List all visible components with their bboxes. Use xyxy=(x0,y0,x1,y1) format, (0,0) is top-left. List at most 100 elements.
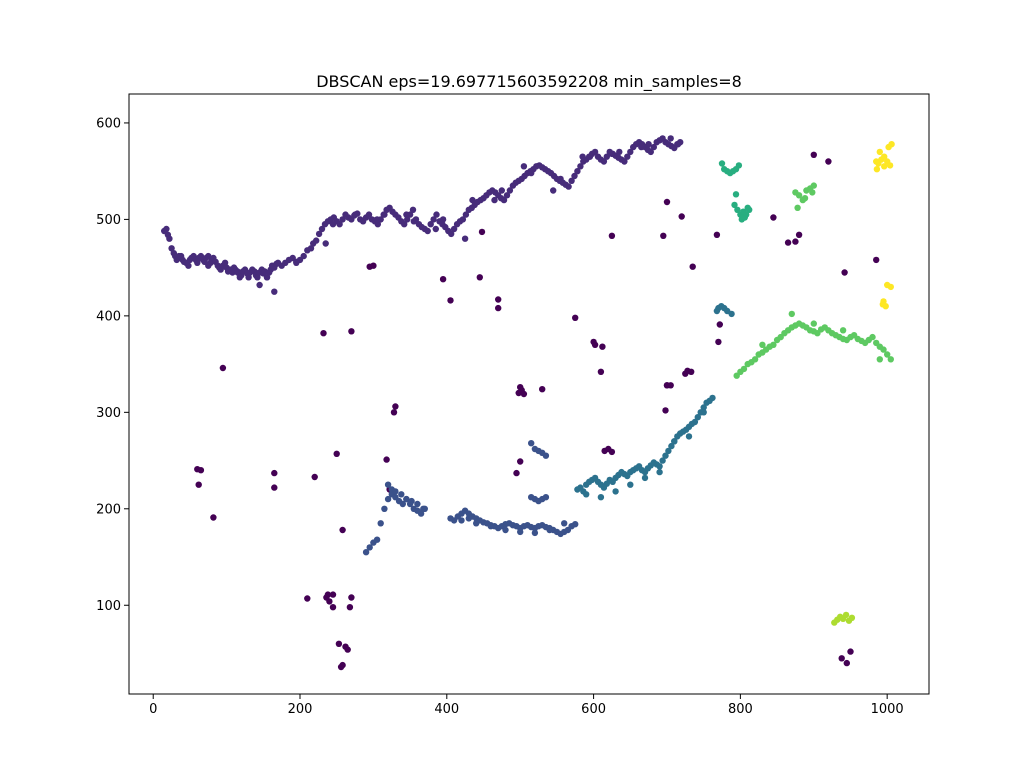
point-c0 xyxy=(234,268,240,274)
y-tick-label: 500 xyxy=(96,213,121,228)
axes-layer: 0 200 400 600 800 1000100200300400500600 xyxy=(96,116,904,717)
point-c0 xyxy=(411,218,417,224)
points-layer xyxy=(161,135,895,670)
point-c0 xyxy=(587,154,593,160)
point-c5 xyxy=(811,182,817,188)
point-noise xyxy=(609,449,615,455)
point-noise xyxy=(370,263,376,269)
point-noise xyxy=(330,604,336,610)
point-noise xyxy=(598,369,604,375)
point-c1 xyxy=(543,453,549,459)
point-noise xyxy=(662,407,668,413)
point-c0 xyxy=(433,226,439,232)
point-c7 xyxy=(888,141,894,147)
point-c0 xyxy=(550,187,556,193)
point-c1 xyxy=(378,520,384,526)
point-c1 xyxy=(561,520,567,526)
point-noise xyxy=(198,467,204,473)
point-c5 xyxy=(888,356,894,362)
point-c0 xyxy=(616,149,622,155)
point-c7 xyxy=(888,284,894,290)
point-c0 xyxy=(668,135,674,141)
point-noise xyxy=(196,482,202,488)
point-c7 xyxy=(877,149,883,155)
point-noise xyxy=(210,514,216,520)
point-c0 xyxy=(491,197,497,203)
point-c4 xyxy=(745,205,751,211)
point-noise xyxy=(714,232,720,238)
point-c7 xyxy=(887,162,893,168)
point-c4 xyxy=(736,162,742,168)
point-c1 xyxy=(458,517,464,523)
x-tick-label: 600 xyxy=(581,702,606,717)
point-c5 xyxy=(869,334,875,340)
point-c0 xyxy=(609,151,615,157)
point-noise xyxy=(330,591,336,597)
point-noise xyxy=(690,264,696,270)
point-c0 xyxy=(528,170,534,176)
point-noise xyxy=(841,269,847,275)
point-c2 xyxy=(709,395,715,401)
point-c0 xyxy=(374,216,380,222)
point-c0 xyxy=(440,216,446,222)
point-noise xyxy=(844,660,850,666)
point-noise xyxy=(792,238,798,244)
point-c1 xyxy=(528,440,534,446)
point-noise xyxy=(873,257,879,263)
y-tick-label: 100 xyxy=(96,599,121,614)
point-c2 xyxy=(686,433,692,439)
point-c7 xyxy=(881,154,887,160)
x-tick-label: 1000 xyxy=(871,702,904,717)
point-c2 xyxy=(627,482,633,488)
point-noise xyxy=(770,214,776,220)
point-c1 xyxy=(517,529,523,535)
x-tick-label: 200 xyxy=(288,702,313,717)
point-noise xyxy=(479,229,485,235)
point-c4 xyxy=(733,191,739,197)
point-c2 xyxy=(728,311,734,317)
point-noise xyxy=(592,342,598,348)
point-c0 xyxy=(381,211,387,217)
point-c1 xyxy=(392,488,398,494)
y-tick-label: 300 xyxy=(96,406,121,421)
point-c0 xyxy=(462,236,468,242)
point-noise xyxy=(348,594,354,600)
point-c0 xyxy=(313,237,319,243)
point-noise xyxy=(517,458,523,464)
point-c0 xyxy=(352,211,358,217)
point-c0 xyxy=(271,289,277,295)
point-c6 xyxy=(843,612,849,618)
y-tick-label: 400 xyxy=(96,309,121,324)
point-c0 xyxy=(163,226,169,232)
point-noise xyxy=(847,648,853,654)
point-noise xyxy=(271,470,277,476)
point-c1 xyxy=(546,527,552,533)
x-tick-label: 0 xyxy=(149,702,157,717)
point-c1 xyxy=(374,537,380,543)
point-noise xyxy=(811,152,817,158)
point-noise xyxy=(336,641,342,647)
point-noise xyxy=(304,595,310,601)
point-noise xyxy=(477,274,483,280)
point-c1 xyxy=(398,491,404,497)
point-c0 xyxy=(579,154,585,160)
point-c0 xyxy=(433,211,439,217)
point-c0 xyxy=(638,144,644,150)
point-c0 xyxy=(293,260,299,266)
point-noise xyxy=(825,158,831,164)
point-c0 xyxy=(675,141,681,147)
point-noise xyxy=(392,403,398,409)
point-noise xyxy=(715,339,721,345)
point-c0 xyxy=(185,263,191,269)
chart-title: DBSCAN eps=19.697715603592208 min_sample… xyxy=(316,72,742,92)
x-tick-label: 400 xyxy=(434,702,459,717)
point-c5 xyxy=(877,356,883,362)
point-c2 xyxy=(612,488,618,494)
point-noise xyxy=(660,233,666,239)
point-noise xyxy=(312,474,318,480)
point-noise xyxy=(323,594,329,600)
point-c0 xyxy=(425,228,431,234)
x-tick-label: 800 xyxy=(728,702,753,717)
point-c1 xyxy=(408,498,414,504)
